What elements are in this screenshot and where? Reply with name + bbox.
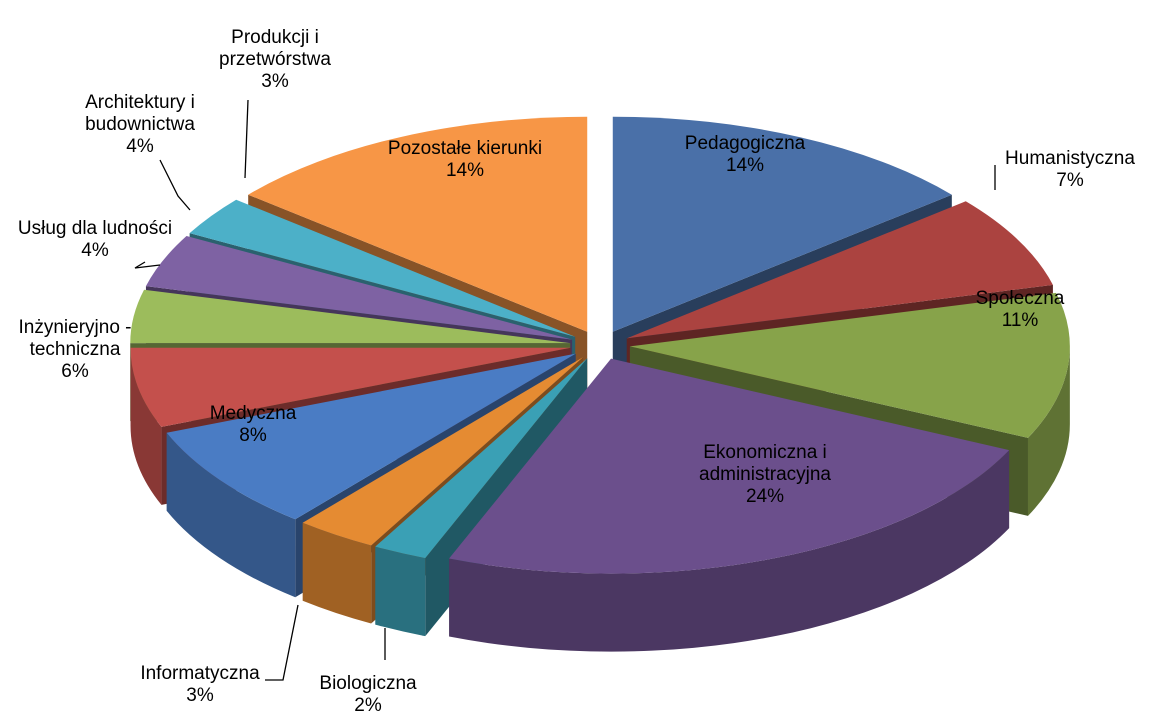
category-label: Biologiczna xyxy=(319,673,417,694)
value-label: 14% xyxy=(725,155,765,176)
slice-wall xyxy=(375,546,426,637)
slice-top xyxy=(145,236,573,340)
slice-top xyxy=(612,116,952,332)
value-label: 8% xyxy=(239,425,267,446)
slice-label: Humanistyczna 7% xyxy=(970,148,1150,192)
slice-top xyxy=(189,199,576,337)
category-label: Produkcji i przetwórstwa xyxy=(219,27,331,70)
slice-wall xyxy=(1027,346,1070,516)
category-label: Humanistyczna xyxy=(1005,148,1135,169)
value-label: 7% xyxy=(1056,170,1084,191)
category-label: Informatyczna xyxy=(140,663,260,684)
slice-label: Biologiczna 2% xyxy=(293,673,443,717)
slice-label: Produkcji i przetwórstwa 3% xyxy=(200,27,350,93)
slice-top xyxy=(166,353,576,520)
category-label: Pozostałe kierunki xyxy=(387,138,543,159)
slice-top xyxy=(130,347,571,427)
value-label: 2% xyxy=(354,695,382,716)
leader-line xyxy=(244,99,249,179)
slice-label-inside: Społeczna 11% xyxy=(940,288,1100,332)
slice-top xyxy=(375,358,588,559)
value-label: 3% xyxy=(186,685,214,706)
category-label: Medyczna xyxy=(209,403,297,424)
value-label: 14% xyxy=(445,160,485,181)
slice-label-inside: Pedagogiczna 14% xyxy=(645,133,845,177)
value-label: 3% xyxy=(261,71,289,92)
category-label: Ekonomiczna i administracyjna xyxy=(699,442,831,485)
leader-line xyxy=(265,604,299,681)
slice-top xyxy=(130,289,571,344)
category-label: Architektury i budownictwa xyxy=(85,92,195,135)
category-label: Usług dla ludności xyxy=(17,218,173,239)
slice-label: Inżynieryjno - techniczna 6% xyxy=(5,317,145,383)
value-label: 4% xyxy=(126,136,154,157)
slice-label-inside: Medyczna 8% xyxy=(173,403,333,447)
slice xyxy=(449,358,1010,652)
slice-label: Architektury i budownictwa 4% xyxy=(65,92,215,158)
slice-wall xyxy=(166,432,296,598)
category-label: Pedagogiczna xyxy=(684,133,806,154)
category-label: Społeczna xyxy=(975,288,1065,309)
slice-wall xyxy=(130,347,162,505)
slice-label-inside: Ekonomiczna i administracyjna 24% xyxy=(655,442,875,508)
leader-line xyxy=(134,261,161,269)
value-label: 4% xyxy=(81,240,109,261)
slice-top xyxy=(302,357,584,546)
slice-label: Usług dla ludności 4% xyxy=(5,218,185,262)
slice-top xyxy=(626,201,1053,339)
slice-wall xyxy=(302,522,372,624)
slice-wall xyxy=(449,450,1010,652)
leader-line xyxy=(159,159,191,211)
slice-top xyxy=(449,358,1010,574)
value-label: 6% xyxy=(61,361,89,382)
value-label: 24% xyxy=(745,486,785,507)
slice-label-inside: Pozostałe kierunki 14% xyxy=(365,138,565,182)
value-label: 11% xyxy=(1001,310,1039,331)
slice-top xyxy=(248,116,588,332)
slice-top xyxy=(629,292,1070,438)
slice-label: Informatyczna 3% xyxy=(120,663,280,707)
category-label: Inżynieryjno - techniczna xyxy=(18,317,132,360)
